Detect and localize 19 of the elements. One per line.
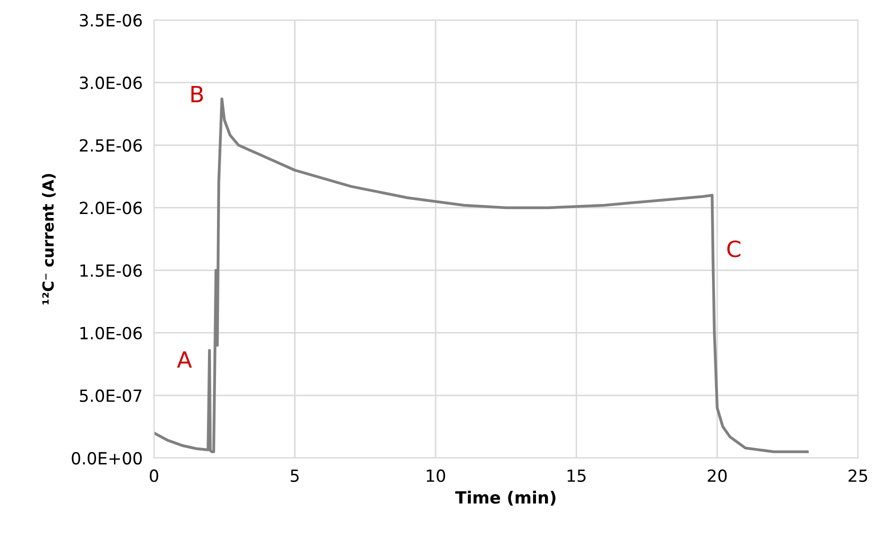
y-tick-label: 2.0E-06 — [80, 202, 142, 214]
annotation: B — [191, 86, 203, 102]
y-axis-title: ¹²C⁻ current (A) — [42, 174, 56, 304]
annotation: C — [727, 240, 740, 258]
x-tick-label: 20 — [708, 469, 727, 482]
x-tick-label: 5 — [290, 470, 299, 482]
x-tick-label: 0 — [150, 469, 158, 482]
x-tick-label: 10 — [426, 469, 446, 482]
x-axis-title: Time (min) — [455, 490, 556, 506]
y-tick-label: 3.0E-06 — [80, 76, 142, 90]
x-tick-label: 15 — [568, 470, 586, 482]
y-tick-label: 2.5E-06 — [80, 139, 142, 152]
y-tick-label: 5.0E-07 — [80, 389, 142, 402]
x-tick-label: 25 — [848, 469, 868, 482]
y-tick-label: 0.0E+00 — [72, 452, 142, 465]
y-tick-label: 3.5E-06 — [80, 14, 142, 27]
y-tick-label: 1.0E-06 — [80, 326, 142, 340]
annotation: A — [177, 351, 192, 368]
y-tick-label: 1.5E-06 — [80, 264, 142, 277]
